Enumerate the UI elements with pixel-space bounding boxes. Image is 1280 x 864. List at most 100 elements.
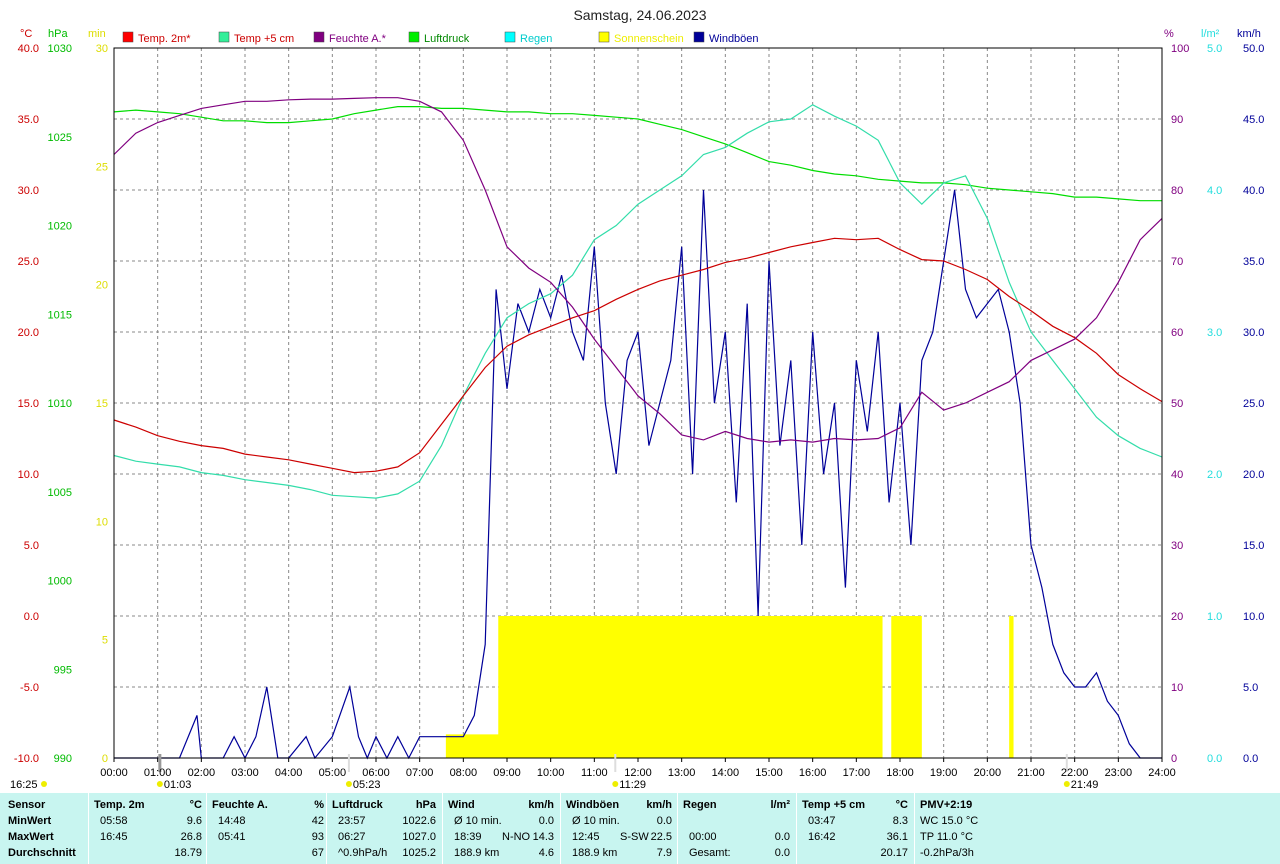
footer-min-time: Ø 10 min.: [454, 815, 502, 827]
footer-column-unit: %: [314, 799, 324, 811]
humidity-axis-label: 100: [1171, 43, 1189, 55]
footer-max-row: 16:45 26.8: [94, 829, 202, 845]
x-tick-label: 14:00: [712, 767, 740, 779]
series-windb-en: [114, 189, 1162, 760]
legend-swatch: [598, 31, 610, 43]
footer-min-time: [683, 815, 689, 827]
x-tick-label: 02:00: [188, 767, 216, 779]
footer-max-row: 00:00 0.0: [683, 829, 790, 845]
wind-axis-label: 50.0: [1243, 43, 1264, 55]
x-tick-label: 12:00: [624, 767, 652, 779]
marker-icon: [1063, 781, 1070, 787]
x-tick-label: 21:00: [1017, 767, 1045, 779]
wind-axis-label: 40.0: [1243, 185, 1264, 197]
temp-axis-label: 25.0: [18, 256, 39, 268]
footer-column: Windböen km/h Ø 10 min. 0.0 12:45 S-SW 22.5 188…: [566, 797, 672, 861]
legend-label: Temp. 2m*: [138, 33, 191, 45]
footer-min-row: [683, 813, 790, 829]
footer-column-title: Wind: [448, 799, 475, 811]
rain-axis-label: 5.0: [1207, 43, 1222, 55]
legend-label: Sonnenschein: [614, 33, 684, 45]
footer-max-row: 06:27 1027.0: [332, 829, 436, 845]
footer-column-header: Windböen km/h: [566, 797, 672, 813]
temp-axis-label: 15.0: [18, 398, 39, 410]
pressure-axis-label: 1020: [48, 221, 72, 233]
marker-icon: [156, 781, 163, 787]
wind-axis-label: 35.0: [1243, 256, 1264, 268]
wind-axis-unit: km/h: [1237, 28, 1261, 40]
footer-column-unit: km/h: [528, 799, 554, 811]
series-temp-2m: [113, 237, 1163, 474]
legend-swatch: [408, 31, 420, 43]
footer-column-unit: °C: [895, 799, 908, 811]
footer-separator: [88, 793, 89, 864]
footer-row-label: Sensor: [8, 799, 46, 811]
footer-max-time: 12:45: [572, 831, 600, 843]
footer-min-value: 42: [311, 815, 324, 827]
x-tick-label: 22:00: [1061, 767, 1089, 779]
rain-axis-label: 2.0: [1207, 469, 1222, 481]
marker-label: 21:49: [1071, 779, 1099, 791]
rain-axis-unit: l/m²: [1201, 28, 1220, 40]
footer-column-header: Feuchte A.%: [212, 797, 324, 813]
humidity-axis-label: 50: [1171, 398, 1183, 410]
footer-avg-row: 188.9 km 4.6: [448, 845, 554, 861]
footer-column-header: Wind km/h: [448, 797, 554, 813]
footer-column-unit: hPa: [415, 799, 436, 811]
x-tick-label: 06:00: [362, 767, 390, 779]
pressure-axis-label: 1015: [48, 309, 72, 321]
chart-title: Samstag, 24.06.2023: [573, 7, 706, 23]
footer-avg-row: 18.79: [94, 845, 202, 861]
legend-label: Windböen: [709, 33, 759, 45]
footer-avg-label: ^0.9hPa/h: [338, 847, 388, 859]
footer-separator: [914, 793, 915, 864]
footer-max-value: 14.3: [532, 831, 554, 843]
legend-label: Regen: [520, 33, 552, 45]
pressure-axis-label: 1030: [48, 43, 72, 55]
footer-avg-row: ^0.9hPa/h 1025.2: [332, 845, 436, 861]
wind-axis-label: 5.0: [1243, 682, 1258, 694]
temp-axis-label: 30.0: [18, 185, 39, 197]
footer-avg-row: 67: [212, 845, 324, 861]
footer-avg-value: 67: [311, 847, 324, 859]
temp-axis-label: -5.0: [20, 682, 39, 694]
rain-axis-label: 1.0: [1207, 611, 1222, 623]
sun-axis-label: 20: [96, 280, 108, 292]
footer-min-time: 23:57: [338, 815, 366, 827]
footer-pmv-line: WC 15.0 °C: [920, 815, 979, 827]
footer-max-value: 0.0: [774, 831, 790, 843]
pressure-axis-unit: hPa: [48, 28, 68, 40]
humidity-axis-label: 30: [1171, 540, 1183, 552]
statistics-footer: Sensor MinWert MaxWert Durchschnitt Temp. 2m…: [0, 793, 1280, 864]
x-tick-label: 20:00: [974, 767, 1002, 779]
chart-axes: [113, 47, 1163, 772]
footer-separator: [560, 793, 561, 864]
footer-avg-value: 7.9: [656, 847, 672, 859]
footer-max-time: 06:27: [338, 831, 366, 843]
sunshine-series: [114, 616, 1162, 758]
line-series: [113, 97, 1163, 760]
footer-pmv: PMV+2:19 WC 15.0 °C TP 11.0 °C -0.2hPa/3h: [920, 797, 1020, 861]
x-tick-label: 19:00: [930, 767, 958, 779]
footer-max-row: 16:42 36.1: [802, 829, 908, 845]
humidity-axis-label: 0: [1171, 753, 1177, 765]
x-tick-label: 11:00: [581, 767, 608, 779]
temp-axis-label: 10.0: [18, 469, 39, 481]
humidity-axis-label: 40: [1171, 469, 1183, 481]
footer-column: Feuchte A.% 14:48 42 05:41 93 67: [212, 797, 324, 861]
footer-max-direction: N-NO: [502, 831, 531, 843]
plot-border: [113, 47, 1163, 759]
sun-axis-unit: min: [88, 28, 106, 40]
footer-max-direction: S-SW: [620, 831, 649, 843]
legend-label: Luftdruck: [424, 33, 470, 45]
footer-max-value: 1027.0: [402, 831, 436, 843]
footer-column-unit: km/h: [646, 799, 672, 811]
series-feuchte-a: [113, 97, 1163, 443]
marker-icon: [41, 781, 47, 787]
rain-axis-label: 3.0: [1207, 327, 1222, 339]
legend-label: Temp +5 cm: [234, 33, 294, 45]
sun-axis-label: 0: [102, 753, 108, 765]
sun-axis-label: 30: [96, 43, 108, 55]
footer-avg-label: Gesamt:: [689, 847, 731, 859]
humidity-axis-label: 90: [1171, 114, 1183, 126]
